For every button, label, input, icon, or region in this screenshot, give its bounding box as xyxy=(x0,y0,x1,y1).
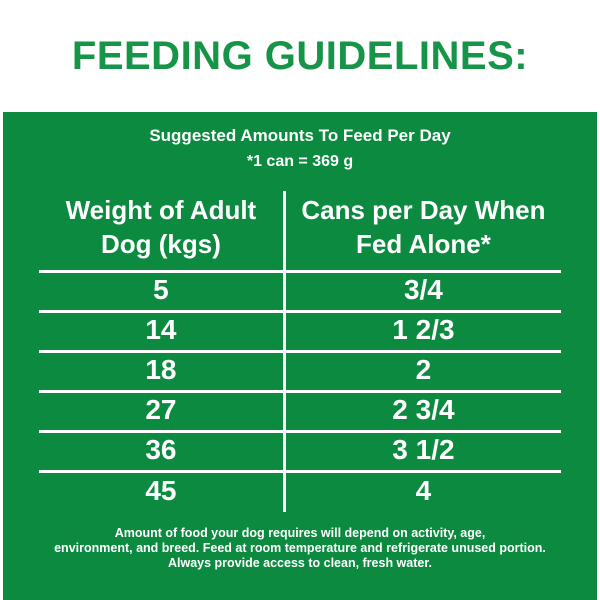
weight-value: 27 xyxy=(39,390,285,432)
green-panel: Suggested Amounts To Feed Per Day *1 can… xyxy=(3,112,597,600)
subtitle: Suggested Amounts To Feed Per Day xyxy=(149,126,451,145)
header-row: Weight of Adult Dog (kgs) Cans per Day W… xyxy=(39,191,561,272)
disclaimer-line2: environment, and breed. Feed at room tem… xyxy=(54,540,546,555)
feeding-table-body: 5 3/4 14 1 2/3 18 2 27 2 3/4 36 3 1/2 xyxy=(39,270,561,512)
col-header-cans: Cans per Day When Fed Alone* xyxy=(282,191,561,272)
weight-value: 18 xyxy=(39,350,285,392)
can-size-note: *1 can = 369 g xyxy=(246,153,354,170)
cans-value: 2 xyxy=(282,350,561,392)
weight-value: 14 xyxy=(39,310,285,352)
disclaimer-line3: Always provide access to clean, fresh wa… xyxy=(167,555,432,570)
cans-value: 3 1/2 xyxy=(282,430,561,472)
disclaimer-text: Amount of food your dog requires will de… xyxy=(3,526,597,571)
table-row: 18 2 xyxy=(39,350,561,392)
col-header-weight-line1: Weight of Adult xyxy=(65,195,257,225)
col-header-weight-line2: Dog (kgs) xyxy=(100,229,221,259)
col-header-cans-line1: Cans per Day When xyxy=(301,195,546,225)
feeding-table: Weight of Adult Dog (kgs) Cans per Day W… xyxy=(39,191,561,512)
cans-value: 2 3/4 xyxy=(282,390,561,432)
col-header-weight: Weight of Adult Dog (kgs) xyxy=(39,191,284,272)
table-row: 36 3 1/2 xyxy=(39,430,561,472)
table-row: 14 1 2/3 xyxy=(39,310,561,352)
disclaimer-line1: Amount of food your dog requires will de… xyxy=(114,525,486,540)
feeding-table-header: Weight of Adult Dog (kgs) Cans per Day W… xyxy=(39,191,561,272)
cans-value: 4 xyxy=(282,470,561,512)
table-row: 5 3/4 xyxy=(39,270,561,312)
weight-value: 5 xyxy=(39,270,285,312)
page-title: FEEDING GUIDELINES: xyxy=(71,33,529,78)
table-row: 27 2 3/4 xyxy=(39,390,561,432)
header: FEEDING GUIDELINES: xyxy=(0,0,600,112)
table-row: 45 4 xyxy=(39,470,561,512)
cans-value: 3/4 xyxy=(282,270,561,312)
cans-value: 1 2/3 xyxy=(282,310,561,352)
weight-value: 36 xyxy=(39,430,285,472)
col-header-cans-line2: Fed Alone* xyxy=(356,229,491,259)
weight-value: 45 xyxy=(39,470,285,512)
